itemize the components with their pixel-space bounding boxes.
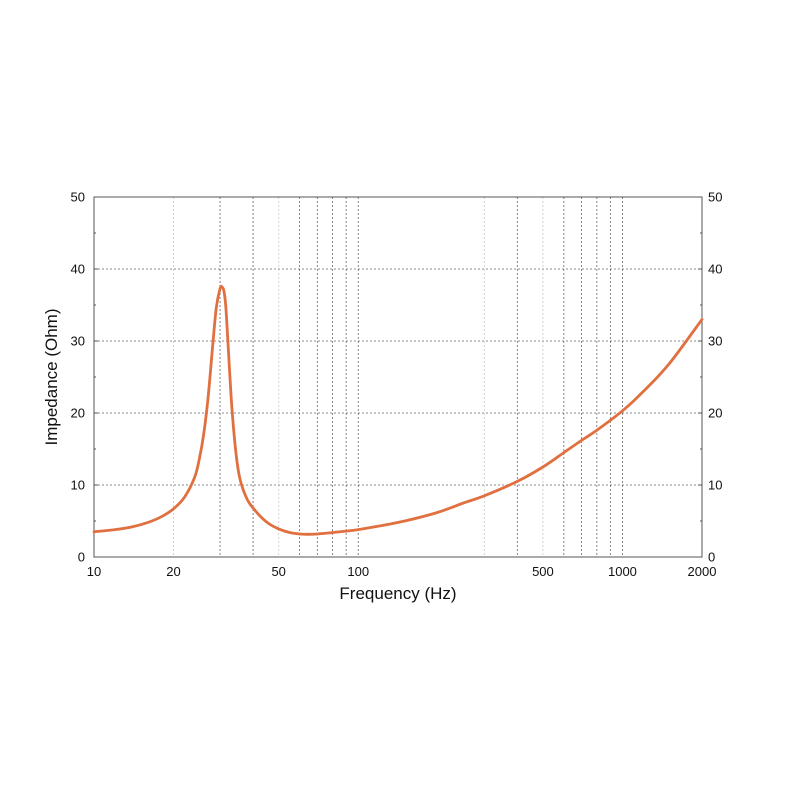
y-tick-label-right: 40 xyxy=(708,262,722,277)
y-tick-label-left: 10 xyxy=(71,478,85,493)
x-tick-label: 20 xyxy=(166,564,180,579)
x-axis-title: Frequency (Hz) xyxy=(339,584,456,603)
y-axis-title: Impedance (Ohm) xyxy=(42,309,61,446)
grid-lines xyxy=(94,197,702,557)
impedance-curve xyxy=(92,284,704,536)
x-tick-label: 100 xyxy=(347,564,369,579)
y-tick-label-left: 30 xyxy=(71,334,85,349)
x-tick-label: 10 xyxy=(87,564,101,579)
y-tick-label-left: 20 xyxy=(71,406,85,421)
y-tick-label-right: 50 xyxy=(708,190,722,205)
x-tick-label: 500 xyxy=(532,564,554,579)
y-tick-label-right: 0 xyxy=(708,550,715,565)
x-tick-label: 1000 xyxy=(608,564,637,579)
y-tick-label-left: 50 xyxy=(71,190,85,205)
x-tick-label: 2000 xyxy=(688,564,717,579)
y-tick-label-left: 40 xyxy=(71,262,85,277)
y-tick-label-right: 10 xyxy=(708,478,722,493)
y-tick-label-right: 30 xyxy=(708,334,722,349)
y-tick-label-left: 0 xyxy=(78,550,85,565)
y-tick-label-right: 20 xyxy=(708,406,722,421)
axis-ticks xyxy=(94,196,702,558)
x-tick-label: 50 xyxy=(271,564,285,579)
series-layer xyxy=(92,284,704,536)
